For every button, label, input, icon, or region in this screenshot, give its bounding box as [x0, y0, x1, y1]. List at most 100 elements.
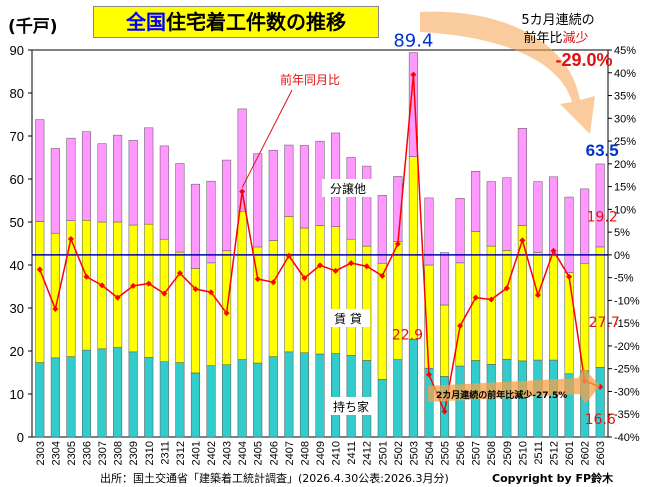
- y2-tick-label: 0%: [614, 250, 630, 262]
- owned-bar: [35, 362, 45, 438]
- y2-tick-label: -35%: [614, 409, 640, 421]
- condo-bar: [455, 198, 465, 264]
- x-tick-label: 2408: [299, 441, 311, 465]
- yoy-point: [363, 263, 370, 270]
- callout-pct: -29.0%: [555, 50, 612, 70]
- yoy-point: [208, 289, 215, 296]
- y-tick-label: 20: [10, 344, 24, 359]
- x-tick-label: 2412: [362, 441, 374, 465]
- yoy-label: 前年同月比: [280, 72, 340, 87]
- yoy-point: [332, 267, 339, 274]
- owned-bar: [113, 347, 123, 438]
- decline-arrow: [420, 11, 595, 134]
- owned-bar: [175, 362, 185, 438]
- rental-bar: [159, 238, 169, 362]
- x-tick-label: 2410: [331, 441, 343, 465]
- condo-bar: [237, 108, 247, 212]
- latest-total-label: 63.5: [586, 141, 619, 160]
- condo-bar: [206, 180, 216, 264]
- yoy-point: [317, 262, 323, 269]
- rental-bar: [299, 227, 309, 353]
- y2-tick-label: 30%: [614, 113, 636, 125]
- rental-bar: [502, 250, 512, 360]
- yoy-point: [441, 408, 448, 415]
- owned-bar: [237, 359, 247, 438]
- condo-bar: [175, 163, 185, 253]
- owned-bar: [331, 353, 341, 438]
- rental-bar: [486, 245, 496, 365]
- owned-bar: [81, 349, 92, 438]
- rental-bar: [35, 221, 45, 363]
- owned-bar: [408, 339, 418, 438]
- rental-bar: [175, 251, 185, 363]
- y-tick-label: 40: [10, 258, 24, 273]
- condo-bar: [486, 181, 496, 247]
- owned-bar: [97, 348, 107, 438]
- yoy-point: [566, 273, 573, 280]
- x-tick-label: 2411: [346, 441, 358, 465]
- yoy-point: [457, 322, 464, 329]
- condo-bar: [299, 145, 309, 229]
- label-bg: [326, 309, 370, 327]
- owned-bar: [50, 357, 60, 438]
- y2-tick-label: -25%: [614, 364, 640, 376]
- condo-bar: [580, 188, 590, 264]
- y-tick-label: 90: [10, 43, 24, 58]
- x-tick-label: 2601: [564, 441, 576, 465]
- yoy-point: [270, 279, 277, 286]
- condo-bar: [548, 176, 559, 255]
- yoy-point: [348, 260, 355, 267]
- condo-bar: [35, 119, 45, 222]
- x-tick-label: 2602: [580, 441, 592, 465]
- owned-bar: [144, 357, 154, 438]
- yoy-point: [301, 275, 308, 282]
- rental-bar: [533, 252, 543, 361]
- label-bg: [322, 179, 374, 197]
- yoy-point: [130, 282, 137, 289]
- yoy-point: [223, 310, 230, 317]
- series-label-rental: 賃 貸: [334, 311, 362, 326]
- rental-bar: [440, 304, 450, 377]
- series-label-condo: 分譲他: [330, 181, 366, 196]
- yoy-point: [410, 71, 417, 78]
- x-tick-label: 2503: [408, 441, 420, 465]
- owned-bar: [159, 361, 169, 438]
- x-tick-label: 2409: [315, 441, 327, 465]
- owned-bar: [206, 365, 216, 438]
- condo-bar: [517, 128, 527, 226]
- condo-bar: [66, 137, 76, 221]
- yoy-point: [145, 280, 152, 287]
- yoy-point: [99, 282, 106, 289]
- x-tick-label: 2312: [175, 441, 187, 465]
- owned-2503-label: 22.9: [392, 327, 423, 343]
- yoy-point: [472, 294, 479, 301]
- x-tick-label: 2511: [533, 441, 545, 465]
- x-tick-label: 2502: [393, 441, 405, 465]
- chart-title: 全国住宅着工件数の推移: [93, 6, 379, 38]
- yoy-point: [36, 266, 43, 273]
- yoy-latest-label: 19.2: [587, 209, 618, 225]
- rental-bar: [237, 211, 247, 360]
- condo-bar: [128, 140, 138, 226]
- owned-latest-label: 16.6: [585, 412, 616, 428]
- x-tick-label: 2603: [595, 441, 607, 465]
- callout-line1: 5カ月連続の: [521, 13, 594, 28]
- rental-bar: [362, 245, 372, 361]
- x-tick-label: 2307: [97, 441, 109, 465]
- condo-bar: [362, 165, 372, 247]
- x-tick-label: 2401: [190, 441, 202, 465]
- yoy-point: [488, 296, 495, 303]
- x-tick-label: 2403: [222, 441, 234, 465]
- rental-bar: [190, 268, 200, 374]
- rental-bar: [284, 216, 294, 353]
- condo-bar: [440, 252, 450, 306]
- y2-tick-label: 10%: [614, 204, 636, 216]
- x-tick-label: 2306: [81, 441, 93, 465]
- rental-bar: [144, 223, 154, 358]
- owned-bar: [346, 355, 356, 438]
- yoy-point: [519, 237, 526, 244]
- title-accent: 全国: [126, 10, 166, 34]
- y2-tick-label: -5%: [614, 273, 634, 285]
- rental-bar: [377, 263, 387, 380]
- yoy-point: [285, 252, 292, 259]
